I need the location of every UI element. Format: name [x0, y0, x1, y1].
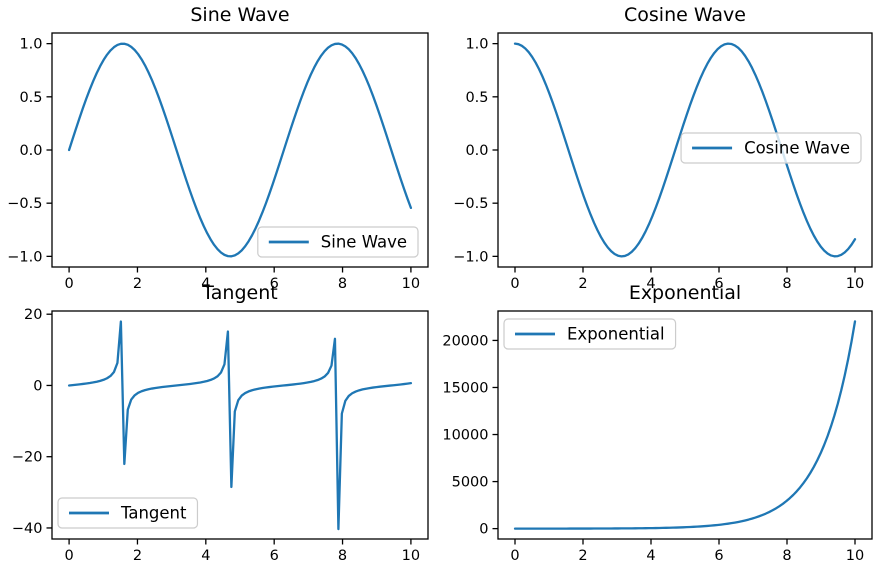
- y-tick-label: 20000: [442, 333, 488, 349]
- legend-label: Cosine Wave: [744, 139, 850, 158]
- y-tick-label: −1.0: [453, 249, 488, 265]
- legend: Sine Wave: [257, 226, 419, 258]
- x-tick-label: 10: [402, 276, 420, 292]
- x-tick-label: 6: [714, 548, 723, 564]
- x-tick-label: 8: [338, 276, 347, 292]
- x-tick-label: 2: [133, 548, 142, 564]
- legend-label: Sine Wave: [321, 233, 407, 252]
- x-tick-label: 2: [578, 548, 587, 564]
- subplot-sine: 0 2 4 6 8 10 −1.0 −0.5 0.0 0.5 1.0 Sine Wave: [7, 32, 429, 292]
- data-line-sine: [67, 42, 413, 258]
- x-tick-label: 0: [64, 548, 73, 564]
- y-tick-label: 0.5: [19, 90, 42, 106]
- y-tick-label: −20: [12, 450, 43, 466]
- x-tick-label: 10: [402, 548, 420, 564]
- y-tick-label: 1.0: [19, 37, 42, 53]
- x-tick-label: 4: [201, 276, 210, 292]
- y-tick-label: 0.0: [465, 143, 488, 159]
- x-tick-label: 2: [578, 276, 587, 292]
- subplot-exponential: 0 2 4 6 8 10 0 5000 10000 15000 20000 Exponential: [442, 310, 873, 564]
- y-tick-label: −1.0: [7, 249, 42, 265]
- x-tick-label: 4: [646, 276, 655, 292]
- x-tick-label: 8: [338, 548, 347, 564]
- x-tick-label: 6: [270, 276, 279, 292]
- data-line-exponential: [513, 320, 857, 530]
- legend-label: Tangent: [120, 504, 187, 523]
- subplot-tangent: 0 2 4 6 8 10 −40 −20 0 20 Tangent: [12, 307, 429, 564]
- legend-box: [680, 132, 862, 164]
- legend-label: Exponential: [567, 325, 665, 344]
- legend-box: [503, 318, 677, 350]
- y-tick-label: −0.5: [7, 196, 42, 212]
- y-tick-label: 0: [33, 378, 42, 394]
- data-line-cosine: [513, 42, 857, 258]
- x-tick-label: 2: [133, 276, 142, 292]
- x-tick-label: 6: [270, 548, 279, 564]
- legend-box: [257, 226, 419, 258]
- x-tick-label: 0: [64, 276, 73, 292]
- x-tick-label: 8: [782, 276, 791, 292]
- axes-spines: [51, 310, 429, 540]
- y-tick-label: 0.5: [465, 90, 488, 106]
- legend-box: [57, 497, 199, 529]
- subplot-cosine: 0 2 4 6 8 10 −1.0 −0.5 0.0 0.5 1.0 Cosine Wave: [453, 32, 873, 292]
- x-tick-label: 10: [846, 276, 864, 292]
- y-tick-label: 20: [24, 307, 42, 323]
- axes-spines: [497, 310, 873, 540]
- y-tick-label: 0: [479, 522, 488, 538]
- axes-spines: [51, 32, 429, 268]
- y-tick-label: 15000: [442, 380, 488, 396]
- x-tick-label: 0: [510, 548, 519, 564]
- legend: Tangent: [57, 497, 199, 529]
- y-tick-label: 5000: [452, 475, 489, 491]
- y-tick-label: 0.0: [19, 143, 42, 159]
- x-tick-label: 4: [646, 548, 655, 564]
- x-tick-label: 0: [510, 276, 519, 292]
- y-tick-label: 1.0: [465, 37, 488, 53]
- x-tick-label: 8: [782, 548, 791, 564]
- x-tick-label: 10: [846, 548, 864, 564]
- y-tick-label: −0.5: [453, 196, 488, 212]
- y-tick-label: 10000: [442, 428, 488, 444]
- y-tick-label: −40: [12, 521, 43, 537]
- axes-spines: [497, 32, 873, 268]
- legend: Cosine Wave: [680, 132, 862, 164]
- data-line-tangent: [67, 320, 413, 531]
- x-tick-label: 4: [201, 548, 210, 564]
- x-tick-label: 6: [714, 276, 723, 292]
- legend: Exponential: [503, 318, 677, 350]
